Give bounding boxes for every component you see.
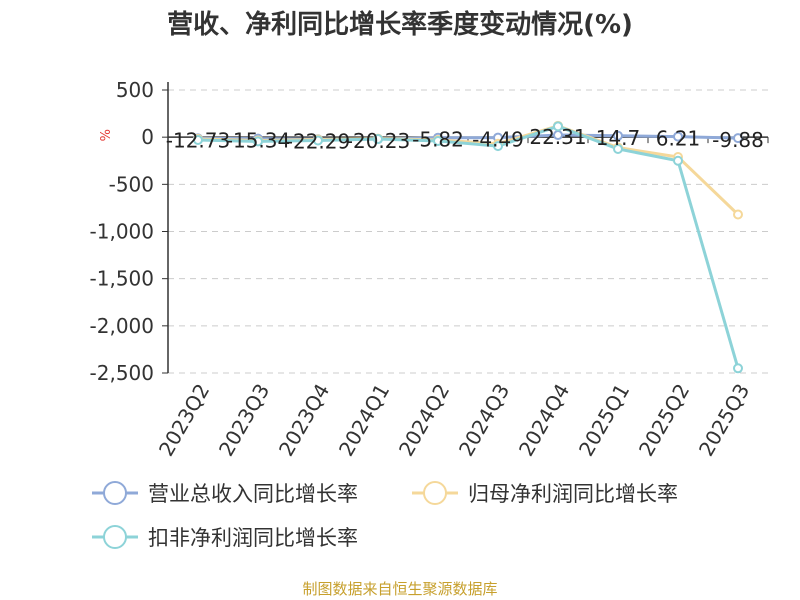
data-label: 6.21 xyxy=(656,127,701,151)
legend-marker xyxy=(423,481,447,505)
data-label: -4.49 xyxy=(472,128,524,152)
x-tick-label: 2024Q2 xyxy=(394,380,454,461)
y-tick-label: -1,000 xyxy=(90,220,154,244)
data-point xyxy=(553,121,563,132)
data-point xyxy=(733,363,743,374)
legend-marker xyxy=(103,525,127,549)
data-point xyxy=(493,141,503,152)
chart-title: 营收、净利同比增长率季度变动情况(%) xyxy=(167,10,633,40)
legend-label: 扣非净利润同比增长率 xyxy=(148,526,358,550)
y-tick-label: -1,500 xyxy=(90,267,154,291)
y-tick-label: 500 xyxy=(116,78,154,102)
data-point xyxy=(253,136,263,147)
data-label: -22.29 xyxy=(286,129,350,153)
x-tick-label: 2025Q1 xyxy=(574,380,634,461)
series-layer xyxy=(193,120,743,374)
y-axis-unit-label: % xyxy=(99,129,114,141)
y-tick-label: 0 xyxy=(141,125,154,149)
x-axis: 2023Q2 2023Q3 2023Q4 2024Q1 2024Q2 2024Q3 2024… xyxy=(154,136,769,461)
x-tick-label: 2023Q2 xyxy=(154,380,214,461)
data-point xyxy=(673,155,683,166)
data-label: 14.7 xyxy=(596,126,641,150)
x-tick-label: 2023Q4 xyxy=(274,380,334,461)
data-label: -5.82 xyxy=(412,128,464,152)
data-label: -15.34 xyxy=(226,129,290,153)
x-tick-label: 2023Q3 xyxy=(214,380,274,461)
x-tick-label: 2025Q2 xyxy=(634,380,694,461)
y-tick-label: -2,000 xyxy=(90,314,154,338)
legend-label: 归母净利润同比增长率 xyxy=(468,482,678,506)
legend-item[interactable]: 扣非净利润同比增长率 xyxy=(92,525,358,550)
data-point xyxy=(673,131,683,142)
y-tick-label: -2,500 xyxy=(90,361,154,385)
x-tick-label: 2025Q3 xyxy=(694,380,754,461)
data-labels: -12.73-15.34-22.29-20.23 -5.82 -4.49 22.31 1… xyxy=(166,125,764,153)
data-point xyxy=(193,134,203,145)
data-point xyxy=(373,134,383,145)
x-tick-label: 2024Q3 xyxy=(454,380,514,461)
data-label: -12.73 xyxy=(166,128,230,152)
legend-item[interactable]: 营业总收入同比增长率 xyxy=(92,481,358,506)
y-tick-label: -500 xyxy=(109,172,154,196)
legend-label: 营业总收入同比增长率 xyxy=(148,482,358,506)
series-line xyxy=(197,124,740,369)
data-point xyxy=(313,135,323,146)
legend-marker xyxy=(103,481,127,505)
data-point xyxy=(733,133,743,144)
data-point xyxy=(613,130,623,141)
data-point xyxy=(733,209,743,220)
x-tick-label: 2024Q4 xyxy=(514,380,574,461)
y-axis: 500 0 -500 -1,000 -1,500 -2,000 -2,500 xyxy=(90,78,169,385)
source-footer: 制图数据来自恒生聚源数据库 xyxy=(302,580,498,598)
data-point xyxy=(433,135,443,146)
x-tick-label: 2024Q1 xyxy=(334,380,394,461)
data-label: -20.23 xyxy=(346,129,410,153)
data-label: -9.88 xyxy=(712,128,764,152)
data-label: 22.31 xyxy=(529,125,586,149)
legend-item[interactable]: 归母净利润同比增长率 xyxy=(412,481,678,506)
data-point xyxy=(613,143,623,154)
